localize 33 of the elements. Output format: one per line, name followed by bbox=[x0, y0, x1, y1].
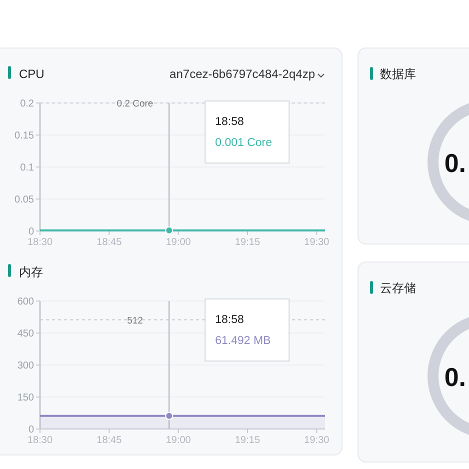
x-tick-label: 19:30 bbox=[304, 237, 330, 248]
x-tick-label: 19:30 bbox=[304, 435, 330, 446]
y-tick-label: 300 bbox=[17, 360, 34, 372]
annotation: 18:58 bbox=[215, 314, 244, 326]
text: 数据库 bbox=[380, 67, 416, 81]
y-tick-label: 0.2 bbox=[20, 98, 34, 110]
x-tick-label: 19:00 bbox=[166, 435, 192, 446]
chart-title: CPU bbox=[19, 67, 44, 81]
y-tick-label: 0 bbox=[28, 226, 34, 238]
y-tick-label: 450 bbox=[17, 328, 34, 340]
chart-title: 内存 bbox=[19, 265, 43, 279]
y-tick-label: 150 bbox=[17, 392, 34, 404]
text: 0. bbox=[444, 362, 466, 392]
y-tick-label: 0.15 bbox=[14, 130, 34, 142]
x-tick-label: 18:45 bbox=[96, 237, 122, 248]
x-tick-label: 19:15 bbox=[235, 237, 260, 248]
x-tick-label: 18:30 bbox=[27, 237, 53, 248]
annotation: 18:58 bbox=[215, 116, 244, 128]
y-tick-label: 600 bbox=[17, 296, 34, 308]
y-tick-label: 0.05 bbox=[14, 194, 34, 206]
ref-line-label: 0.2 Core bbox=[116, 98, 154, 110]
x-tick-label: 18:45 bbox=[96, 435, 122, 446]
x-tick-label: 19:15 bbox=[235, 435, 260, 446]
x-tick-label: 19:00 bbox=[166, 237, 192, 248]
text: 0. bbox=[444, 148, 466, 178]
y-tick-label: 0.1 bbox=[20, 162, 34, 174]
annotation: 61.492 MB bbox=[215, 335, 272, 347]
text: 云存储 bbox=[380, 281, 416, 295]
chart-subtitle: an7cez-6b6797c484-2q4zp bbox=[170, 67, 316, 81]
x-tick-label: 18:30 bbox=[27, 435, 53, 446]
ref-line-label: 512 bbox=[127, 315, 143, 326]
annotation: 0.001 Core bbox=[215, 137, 272, 149]
y-tick-label: 0 bbox=[28, 424, 34, 436]
